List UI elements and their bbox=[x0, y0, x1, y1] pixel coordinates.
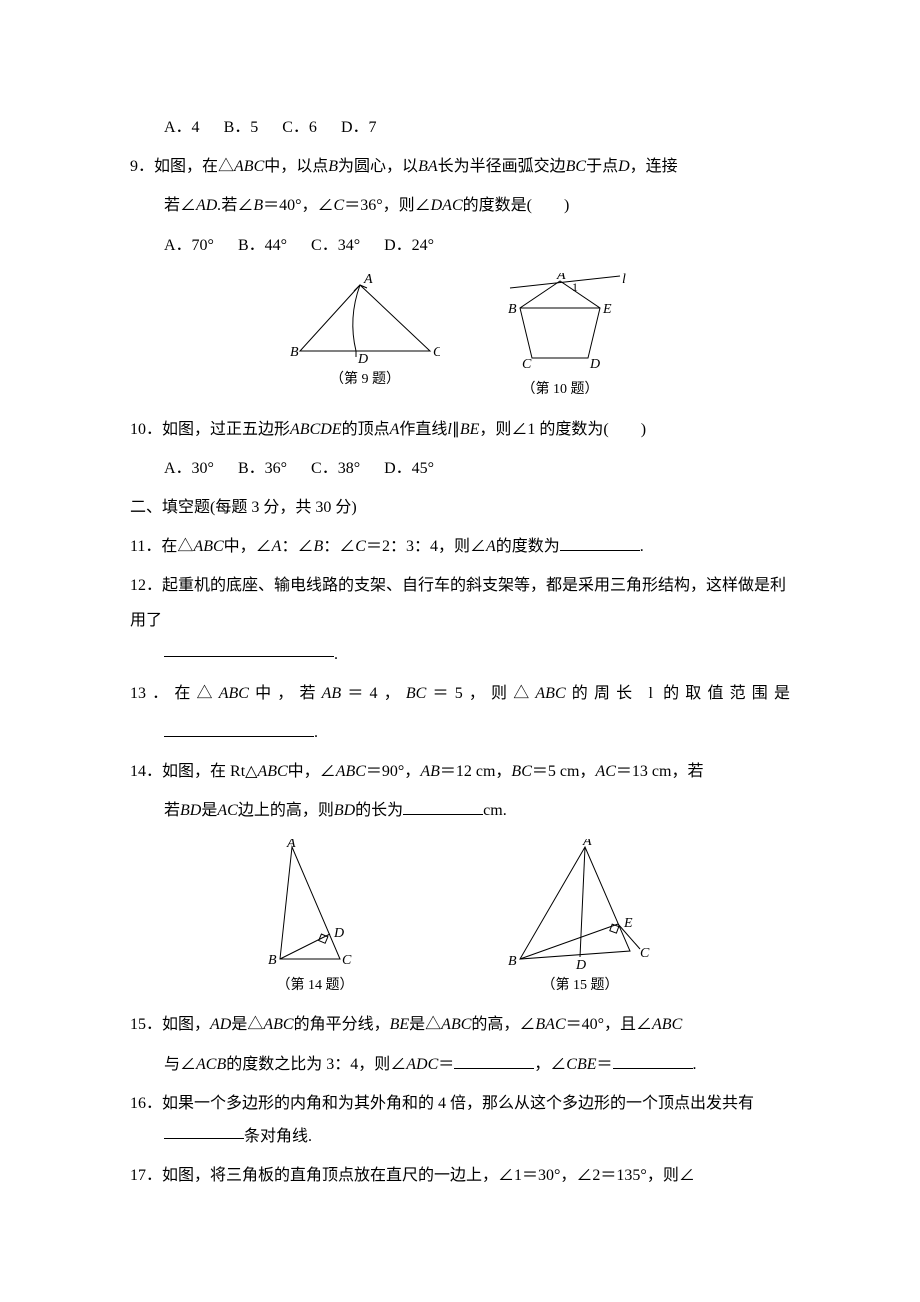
figure-15: A B C D E （第 15 题） bbox=[500, 839, 660, 1002]
q8-options: A．4 B．5 C．6 D．7 bbox=[164, 110, 790, 145]
section2-header: 二、填空题(每题 3 分，共 30 分) bbox=[130, 490, 790, 525]
q13-num: 13． bbox=[130, 685, 174, 702]
fig9-svg: A B C D bbox=[290, 273, 440, 363]
svg-text:C: C bbox=[342, 953, 352, 968]
q10-opt-d: D．45° bbox=[384, 451, 434, 486]
q16: 16．如果一个多边形的内角和为其外角和的 4 倍，那么从这个多边形的一个顶点出发… bbox=[130, 1086, 790, 1121]
q9-opt-a: A．70° bbox=[164, 228, 214, 263]
q12-num: 12． bbox=[130, 577, 162, 594]
q9-opt-c: C．34° bbox=[311, 228, 360, 263]
q15: 15．如图，AD是△ABC的角平分线，BE是△ABC的高，∠BAC＝40°，且∠… bbox=[130, 1007, 790, 1042]
q11-blank bbox=[560, 535, 640, 551]
svg-text:C: C bbox=[640, 946, 650, 961]
q8-opt-d: D．7 bbox=[341, 110, 377, 145]
q15-blank1 bbox=[454, 1053, 534, 1069]
q10-num: 10． bbox=[130, 421, 162, 438]
q15-num: 15． bbox=[130, 1016, 162, 1033]
q16-line2: 条对角线. bbox=[164, 1119, 790, 1154]
q14-num: 14． bbox=[130, 763, 162, 780]
q11: 11．在△ABC中，∠A：∠B：∠C＝2：3：4，则∠A的度数为. bbox=[130, 529, 790, 564]
svg-text:A: A bbox=[286, 839, 296, 851]
q12-line2: . bbox=[164, 637, 790, 672]
q9-options: A．70° B．44° C．34° D．24° bbox=[164, 228, 790, 263]
q12: 12．起重机的底座、输电线路的支架、自行车的斜支架等，都是采用三角形结构，这样做… bbox=[130, 568, 790, 638]
q10-opt-c: C．38° bbox=[311, 451, 360, 486]
fig10-caption: （第 10 题） bbox=[490, 375, 630, 406]
svg-text:1: 1 bbox=[572, 280, 578, 294]
fig14-svg: A B C D bbox=[260, 839, 370, 969]
svg-text:A: A bbox=[363, 273, 373, 287]
q14-line2: 是若BD是AC边上的高，则BD的长为cm. bbox=[164, 793, 790, 828]
q10-options: A．30° B．36° C．38° D．45° bbox=[164, 451, 790, 486]
figure-9: A B C D （第 9 题） bbox=[290, 273, 440, 406]
fig14-caption: （第 14 题） bbox=[260, 971, 370, 1002]
svg-text:B: B bbox=[290, 345, 299, 360]
fig9-caption: （第 9 题） bbox=[290, 365, 440, 396]
q16-blank bbox=[164, 1123, 244, 1139]
svg-text:A: A bbox=[582, 839, 592, 849]
q9-line2: 若∠AD.若∠若∠B＝40°，∠C＝36°，则∠DAC的度数是( ) bbox=[164, 188, 790, 223]
q13: 13．在△ABC中，若AB＝4，BC＝5，则△ABC的周长 l 的取值范围是 bbox=[130, 676, 790, 711]
fig15-caption: （第 15 题） bbox=[500, 971, 660, 1002]
svg-text:D: D bbox=[357, 352, 368, 363]
svg-text:D: D bbox=[575, 958, 586, 969]
q10-opt-a: A．30° bbox=[164, 451, 214, 486]
q10: 10．如图，过正五边形ABCDE的顶点A作直线l∥BE，则∠1 的度数为( ) bbox=[130, 412, 790, 447]
svg-text:B: B bbox=[508, 302, 517, 317]
figure-14: A B C D （第 14 题） bbox=[260, 839, 370, 1002]
svg-text:B: B bbox=[268, 953, 277, 968]
q9-num: 9． bbox=[130, 158, 154, 175]
q14: 14．如图，在 Rt△ABC中，∠ABC＝90°，AB＝12 cm，BC＝5 c… bbox=[130, 754, 790, 789]
q12-blank bbox=[164, 641, 334, 657]
svg-text:B: B bbox=[508, 954, 517, 969]
q13-blank bbox=[164, 721, 314, 737]
svg-text:C: C bbox=[433, 345, 440, 360]
svg-text:l: l bbox=[622, 273, 626, 287]
figures-9-10: A B C D （第 9 题） A B C D E l 1 （第 10 题） bbox=[130, 273, 790, 406]
q8-opt-c: C．6 bbox=[282, 110, 317, 145]
svg-text:C: C bbox=[522, 357, 532, 372]
q9-opt-d: D．24° bbox=[384, 228, 434, 263]
q8-opt-a: A．4 bbox=[164, 110, 200, 145]
q17-num: 17． bbox=[130, 1167, 162, 1184]
q13-line2: . bbox=[164, 715, 790, 750]
q15-line2: 与∠ACB的度数之比为 3：4，则∠ADC＝，∠CBE＝. bbox=[164, 1047, 790, 1082]
q11-num: 11． bbox=[130, 538, 161, 555]
svg-text:D: D bbox=[589, 357, 600, 372]
q9: 9．如图，在△ABC中，以点B为圆心，以BA长为半径画弧交边BC于点D，连接 bbox=[130, 149, 790, 184]
svg-text:A: A bbox=[556, 273, 566, 283]
q14-blank bbox=[403, 799, 483, 815]
svg-text:D: D bbox=[333, 926, 344, 941]
svg-text:E: E bbox=[623, 916, 633, 931]
q17: 17．如图，将三角板的直角顶点放在直尺的一边上，∠1＝30°，∠2＝135°，则… bbox=[130, 1158, 790, 1193]
q9-opt-b: B．44° bbox=[238, 228, 287, 263]
svg-text:E: E bbox=[602, 302, 612, 317]
q16-num: 16． bbox=[130, 1095, 162, 1112]
q10-opt-b: B．36° bbox=[238, 451, 287, 486]
q15-blank2 bbox=[613, 1053, 693, 1069]
fig15-svg: A B C D E bbox=[500, 839, 660, 969]
fig10-svg: A B C D E l 1 bbox=[490, 273, 630, 373]
q8-opt-b: B．5 bbox=[224, 110, 259, 145]
figure-10: A B C D E l 1 （第 10 题） bbox=[490, 273, 630, 406]
figures-14-15: A B C D （第 14 题） A B C D E （第 15 题） bbox=[130, 839, 790, 1002]
